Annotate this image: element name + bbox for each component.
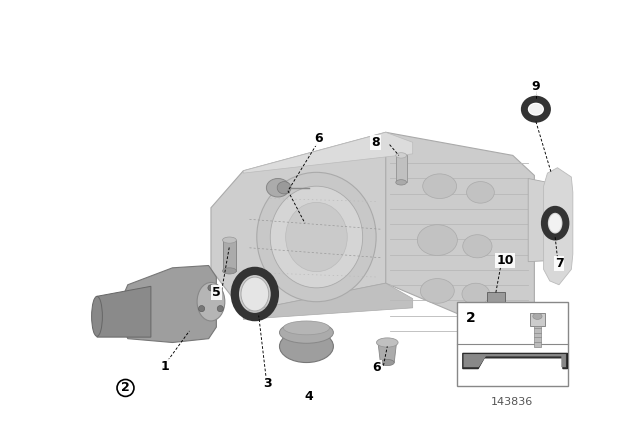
Ellipse shape [376, 338, 398, 347]
Text: 2: 2 [466, 311, 476, 325]
Ellipse shape [285, 202, 348, 271]
Ellipse shape [422, 174, 456, 198]
Ellipse shape [223, 268, 236, 274]
Text: 2: 2 [121, 381, 130, 394]
Ellipse shape [197, 282, 225, 321]
Ellipse shape [396, 180, 406, 185]
Ellipse shape [396, 153, 406, 158]
Polygon shape [243, 283, 413, 319]
Polygon shape [243, 132, 413, 173]
Polygon shape [116, 266, 216, 343]
Text: 3: 3 [264, 377, 272, 390]
Polygon shape [543, 168, 573, 285]
Text: 5: 5 [212, 286, 221, 299]
Circle shape [198, 306, 205, 312]
Ellipse shape [241, 277, 269, 311]
Polygon shape [378, 343, 397, 362]
Text: 8: 8 [371, 136, 380, 149]
Ellipse shape [284, 321, 330, 335]
Polygon shape [97, 286, 151, 337]
Ellipse shape [417, 225, 458, 255]
Ellipse shape [280, 330, 333, 362]
Text: 143836: 143836 [492, 397, 534, 407]
Bar [530, 313, 545, 326]
Polygon shape [463, 353, 568, 369]
Bar [223, 240, 236, 271]
Text: 1: 1 [161, 360, 169, 373]
Text: 9: 9 [532, 80, 540, 93]
Circle shape [217, 306, 223, 312]
Text: 6: 6 [314, 132, 323, 145]
Polygon shape [386, 132, 534, 337]
Ellipse shape [533, 313, 542, 319]
Ellipse shape [257, 172, 376, 302]
Ellipse shape [463, 235, 492, 258]
Polygon shape [463, 354, 566, 367]
Polygon shape [211, 132, 420, 312]
Polygon shape [528, 178, 568, 262]
Ellipse shape [266, 178, 289, 197]
Bar [396, 155, 406, 182]
Bar [534, 326, 541, 347]
Ellipse shape [490, 311, 502, 317]
Ellipse shape [380, 359, 394, 366]
Polygon shape [486, 293, 505, 311]
Ellipse shape [223, 237, 236, 243]
Ellipse shape [92, 296, 102, 336]
Ellipse shape [467, 181, 494, 203]
Ellipse shape [462, 283, 490, 305]
Ellipse shape [549, 214, 561, 233]
FancyBboxPatch shape [456, 302, 568, 386]
Circle shape [208, 285, 214, 291]
Ellipse shape [277, 181, 291, 194]
Ellipse shape [280, 322, 333, 343]
Ellipse shape [270, 186, 363, 288]
Text: 10: 10 [497, 254, 514, 267]
Text: 7: 7 [555, 257, 563, 270]
Ellipse shape [420, 279, 454, 303]
Text: 4: 4 [305, 390, 313, 403]
Ellipse shape [529, 104, 543, 115]
Text: 6: 6 [372, 362, 381, 375]
